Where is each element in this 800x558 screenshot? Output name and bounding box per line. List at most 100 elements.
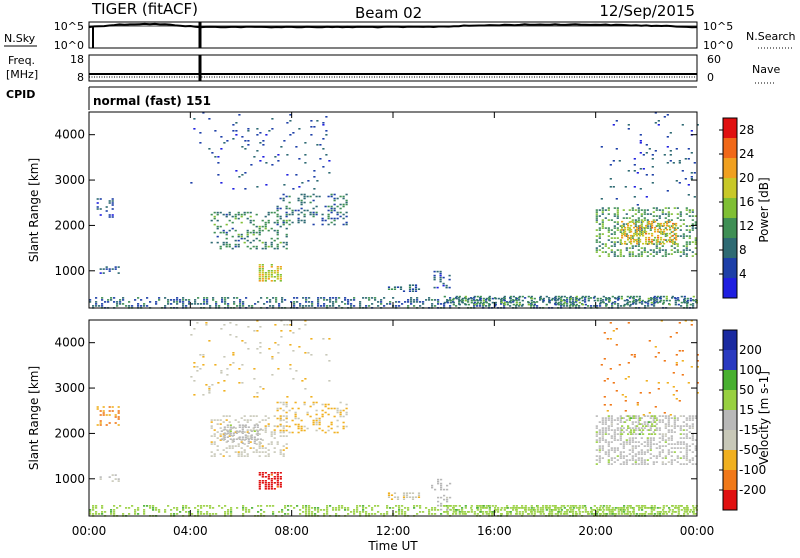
echo-cell (276, 215, 279, 218)
echo-cell (652, 425, 655, 427)
echo-cell (320, 305, 323, 307)
echo-cell (677, 513, 680, 515)
echo-cell (652, 431, 655, 433)
echo-cell (636, 232, 639, 235)
echo-cell (219, 427, 222, 429)
echo-cell (620, 305, 623, 307)
echo-cell (309, 405, 312, 408)
echo-cell (634, 231, 637, 233)
echo-cell (560, 299, 563, 302)
echo-cell (595, 415, 598, 417)
echo-cell (661, 437, 664, 439)
echo-cell (247, 128, 250, 130)
echo-cell (261, 480, 264, 482)
echo-cell (206, 299, 209, 301)
echo-cell (240, 417, 243, 419)
echo-cell (223, 434, 226, 436)
echo-cell (648, 421, 651, 423)
echo-cell (661, 245, 664, 247)
echo-cell (223, 428, 226, 430)
echo-cell (627, 226, 630, 229)
echo-cell (674, 299, 677, 302)
echo-cell (689, 303, 692, 306)
echo-cell (554, 301, 557, 304)
echo-cell (619, 225, 622, 227)
echo-cell (98, 513, 101, 515)
echo-cell (134, 511, 137, 513)
echo-cell (613, 447, 616, 449)
echo-cell (95, 511, 98, 513)
echo-cell (625, 233, 628, 235)
echo-cell (476, 295, 479, 298)
echo-cell (279, 425, 282, 427)
echo-cell (633, 158, 636, 160)
echo-cell (645, 380, 648, 382)
echo-cell (113, 511, 116, 513)
echo-cell (655, 447, 658, 449)
echo-cell (300, 199, 303, 202)
echo-cell (208, 340, 211, 342)
echo-cell (261, 439, 264, 441)
echo-cell (624, 186, 627, 188)
echo-cell (663, 116, 666, 118)
echo-cell (688, 241, 691, 243)
echo-cell (470, 511, 473, 513)
echo-cell (401, 509, 404, 511)
echo-cell (242, 301, 245, 303)
echo-cell (365, 511, 368, 513)
echo-cell (322, 148, 325, 150)
echo-cell (393, 496, 397, 498)
echo-cell (269, 305, 272, 307)
echo-cell (670, 425, 673, 427)
echo-cell (692, 299, 695, 302)
echo-cell (596, 297, 599, 300)
echo-cell (332, 303, 335, 305)
echo-cell (283, 140, 286, 142)
echo-cell (652, 421, 655, 423)
echo-cell (630, 240, 633, 243)
echo-cell (494, 507, 497, 509)
echo-cell (639, 168, 642, 170)
echo-cell (210, 421, 213, 423)
echo-cell (650, 505, 653, 507)
echo-cell (652, 243, 655, 245)
echo-cell (627, 376, 630, 378)
echo-cell (662, 301, 665, 304)
echo-cell (401, 511, 404, 513)
echo-cell (234, 419, 237, 421)
echo-cell (656, 301, 659, 304)
echo-cell (295, 146, 298, 148)
echo-cell (362, 297, 365, 299)
echo-cell (506, 507, 509, 509)
echo-cell (248, 509, 251, 511)
echo-cell (652, 255, 655, 257)
echo-cell (194, 301, 197, 303)
echo-cell (276, 237, 279, 240)
echo-cell (114, 416, 117, 418)
echo-cell (203, 297, 206, 299)
echo-cell (99, 420, 102, 422)
colorbar-swatch (723, 198, 737, 218)
echo-cell (660, 224, 663, 227)
echo-cell (601, 423, 604, 425)
echo-cell (326, 305, 329, 307)
echo-cell (261, 482, 264, 484)
echo-cell (572, 299, 575, 301)
echo-cell (623, 507, 626, 509)
echo-cell (446, 505, 449, 507)
echo-cell (521, 507, 524, 509)
echo-cell (143, 511, 146, 513)
echo-cell (677, 505, 680, 507)
echo-cell (95, 505, 98, 507)
echo-cell (296, 505, 299, 507)
echo-cell (374, 513, 377, 515)
echo-cell (431, 303, 434, 305)
echo-cell (252, 447, 255, 449)
echo-cell (633, 226, 636, 229)
echo-cell (439, 278, 442, 281)
echo-cell (563, 511, 566, 513)
echo-cell (686, 305, 689, 307)
